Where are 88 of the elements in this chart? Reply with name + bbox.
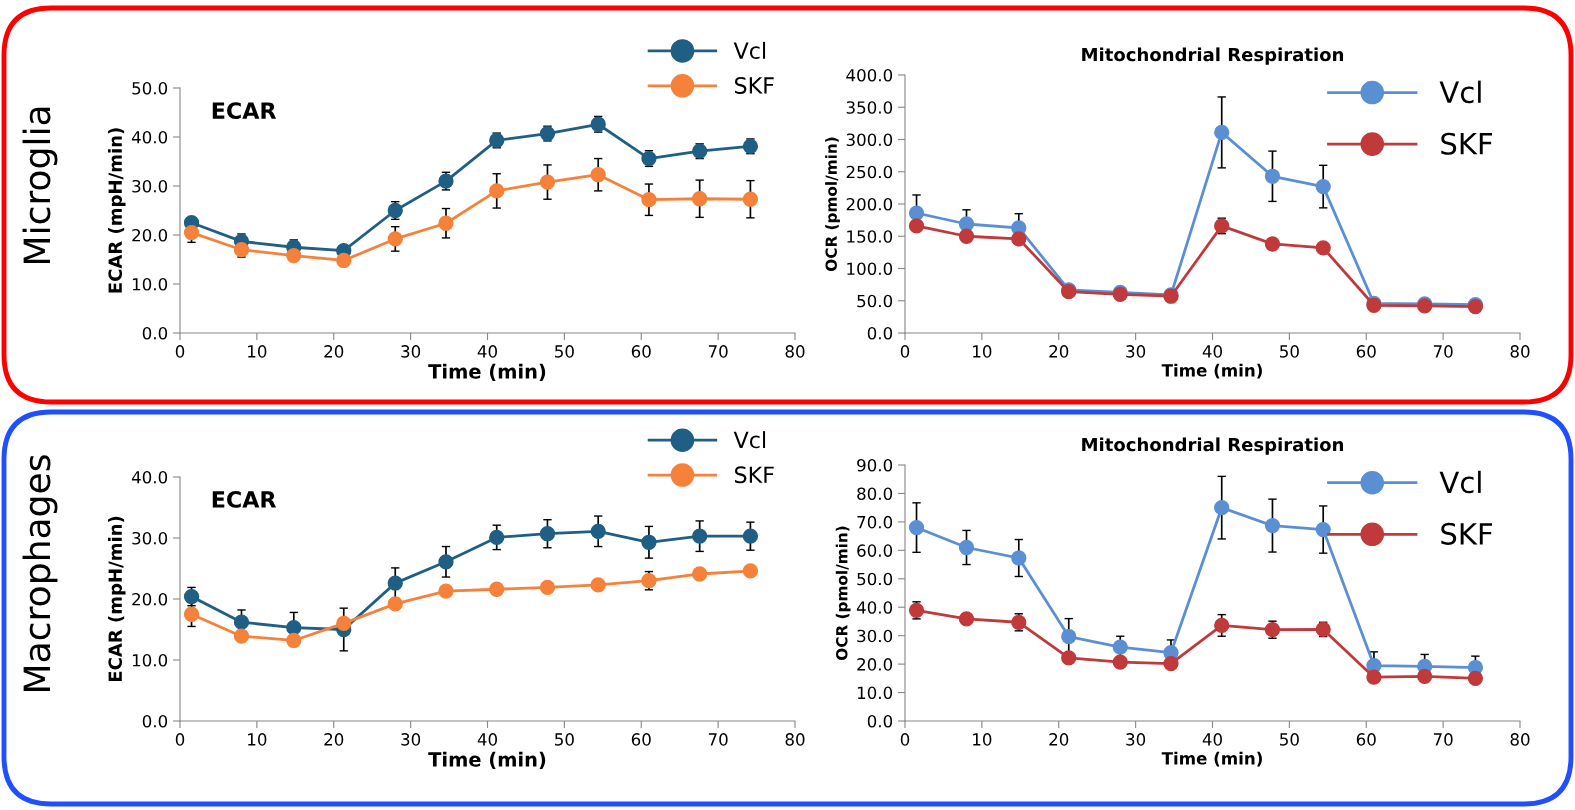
x-tick-label: 40: [1202, 345, 1222, 358]
y-tick-label: 10.0: [857, 686, 893, 700]
y-tick-label: 10.0: [132, 653, 168, 667]
legend-label: Vcl: [733, 431, 766, 449]
x-tick-label: 20: [1049, 733, 1069, 746]
y-tick-label: 0.0: [867, 326, 893, 340]
y-axis-title: OCR (pmol/min): [835, 526, 851, 660]
x-tick-label: 80: [785, 345, 805, 358]
x-tick-label: 80: [1510, 733, 1530, 746]
x-tick-label: 10: [248, 733, 267, 746]
y-tick-label: 20.0: [857, 658, 893, 671]
x-tick-label: 40: [1202, 733, 1222, 746]
y-tick-label: 300.0: [846, 133, 893, 147]
y-tick-label: 60.0: [857, 544, 893, 557]
x-tick-label: 0: [175, 733, 185, 746]
x-tick-label: 80: [785, 733, 805, 746]
x-tick-label: 10: [973, 733, 992, 746]
x-axis-title: Time (min): [428, 751, 546, 770]
y-axis-title: ECAR (mpH/min): [108, 128, 126, 293]
y-tick-label: 30.0: [132, 531, 168, 545]
y-tick-label: 50.0: [857, 572, 893, 586]
x-tick-label: 20: [324, 345, 344, 358]
y-tick-label: 350.0: [846, 101, 893, 114]
x-tick-label: 60: [1356, 345, 1376, 358]
x-tick-label: 0: [900, 733, 910, 746]
y-tick-label: 30.0: [857, 629, 893, 643]
legend-label: SKF: [735, 466, 774, 484]
y-tick-label: 100.0: [847, 262, 893, 276]
legend-label: SKF: [735, 77, 774, 94]
x-tick-label: 60: [1356, 733, 1376, 746]
y-tick-label: 20.0: [132, 228, 168, 242]
y-tick-label: 0.0: [867, 714, 893, 728]
x-axis-title: Time (min): [428, 363, 546, 382]
x-tick-label: 50: [1280, 733, 1299, 746]
x-tick-label: 30: [401, 733, 421, 746]
y-tick-label: 50.0: [857, 294, 893, 308]
x-tick-label: 40: [477, 345, 497, 358]
x-tick-label: 50: [1280, 345, 1299, 358]
x-tick-label: 40: [477, 733, 497, 746]
x-axis-title: Time (min): [1161, 363, 1262, 379]
text: Macrophages: [22, 455, 58, 692]
x-tick-label: 80: [1510, 345, 1530, 358]
text: ECAR: [212, 102, 277, 119]
x-tick-label: 0: [175, 345, 185, 358]
chart-title: Mitochondrial Respiration: [1082, 437, 1344, 455]
x-tick-label: 10: [973, 345, 992, 358]
x-tick-label: 70: [708, 733, 728, 746]
text: Microglia: [22, 107, 58, 264]
y-tick-label: 20.0: [132, 592, 168, 606]
x-tick-label: 60: [631, 345, 651, 358]
y-axis-title: OCR (pmol/min): [825, 137, 840, 271]
x-tick-label: 20: [1049, 345, 1069, 358]
x-tick-label: 20: [324, 733, 344, 746]
x-tick-label: 30: [1126, 345, 1146, 358]
y-tick-label: 0.0: [142, 326, 168, 340]
x-tick-label: 70: [1433, 733, 1453, 746]
legend-label: Vcl: [733, 41, 766, 60]
x-tick-label: 70: [708, 345, 728, 358]
y-tick-label: 400.0: [846, 68, 893, 82]
y-tick-label: 200.0: [846, 197, 893, 211]
legend-label: Vcl: [1439, 80, 1481, 104]
x-tick-label: 50: [555, 345, 574, 358]
y-tick-label: 30.0: [132, 179, 168, 193]
y-tick-label: 150.0: [847, 230, 893, 243]
y-axis-title: ECAR (mpH/min): [108, 516, 126, 682]
legend-label: SKF: [1441, 522, 1493, 545]
x-tick-label: 30: [1126, 733, 1146, 746]
text: ECAR: [212, 491, 277, 508]
y-tick-label: 250.0: [846, 165, 893, 179]
y-tick-label: 80.0: [857, 487, 893, 501]
x-tick-label: 60: [631, 733, 651, 746]
chart-title: Mitochondrial Respiration: [1082, 47, 1344, 65]
x-tick-label: 50: [555, 733, 574, 746]
y-tick-label: 0.0: [142, 714, 168, 728]
x-axis-title: Time (min): [1161, 751, 1262, 767]
y-tick-label: 40.0: [131, 130, 168, 144]
legend-label: Vcl: [1439, 470, 1481, 494]
x-tick-label: 30: [401, 345, 421, 358]
x-tick-label: 0: [900, 345, 910, 358]
x-tick-label: 10: [248, 345, 267, 358]
y-tick-label: 70.0: [857, 515, 893, 529]
y-tick-label: 40.0: [131, 470, 168, 484]
y-tick-label: 10.0: [132, 277, 168, 291]
y-tick-label: 40.0: [856, 601, 893, 614]
x-tick-label: 70: [1433, 345, 1453, 358]
legend-label: SKF: [1441, 132, 1493, 155]
y-tick-label: 90.0: [857, 458, 893, 472]
y-tick-label: 50.0: [132, 81, 168, 95]
